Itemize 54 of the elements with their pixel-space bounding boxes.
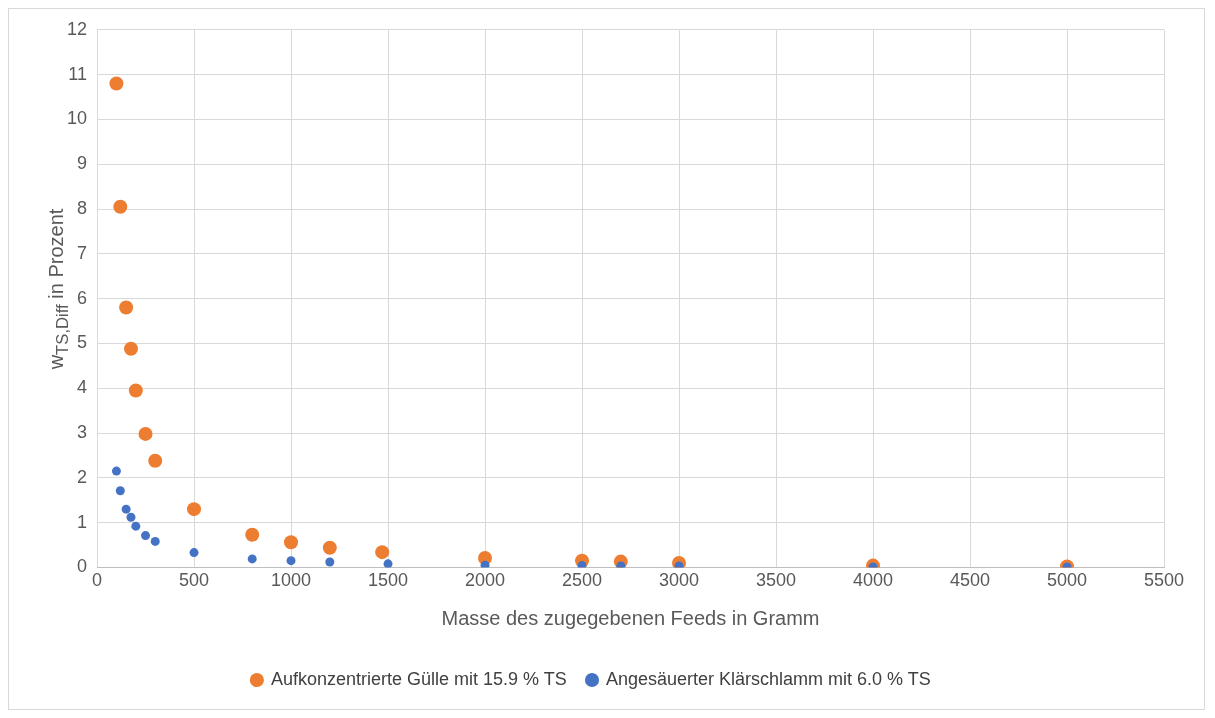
point [119, 300, 134, 315]
y-tick-label: 1 [77, 511, 88, 532]
legend-label: Aufkonzentrierte Gülle mit 15.9 % TS [270, 668, 567, 689]
point [375, 545, 390, 560]
point [123, 341, 138, 356]
point [150, 536, 160, 546]
y-tick-label: 2 [77, 466, 88, 487]
point [245, 527, 260, 542]
legend-label: Angesäuerter Klärschlamm mit 6.0 % TS [606, 668, 931, 689]
point [115, 486, 125, 496]
x-tick-label: 4500 [949, 570, 991, 591]
point [141, 531, 151, 541]
point [187, 502, 202, 517]
y-tick-label: 0 [77, 556, 88, 577]
y-tick-label: 6 [77, 287, 88, 308]
point [138, 426, 153, 441]
point [674, 561, 684, 568]
y-tick-label: 5 [77, 332, 88, 353]
point [480, 560, 490, 568]
y-tick-label: 10 [66, 108, 88, 129]
x-tick-label: 5000 [1046, 570, 1088, 591]
x-tick-label: 3000 [658, 570, 700, 591]
point [286, 556, 296, 566]
point [383, 559, 393, 568]
point [131, 521, 141, 531]
x-tick-label: 1000 [270, 570, 312, 591]
point [189, 548, 199, 558]
x-tick-label: 5500 [1143, 570, 1185, 591]
point [322, 540, 337, 555]
y-tick-label: 9 [77, 153, 88, 174]
x-tick-label: 2500 [561, 570, 603, 591]
point [126, 512, 136, 522]
x-tick-label: 1500 [367, 570, 409, 591]
point [109, 76, 124, 91]
point [113, 199, 128, 214]
x-tick-label: 3500 [755, 570, 797, 591]
x-tick-label: 0 [92, 570, 103, 591]
x-tick-label: 500 [179, 570, 210, 591]
point [284, 535, 299, 550]
y-tick-label: 4 [77, 377, 88, 398]
point [111, 466, 121, 476]
x-axis-title: Masse des zugegebenen Feeds in Gramm [441, 606, 820, 629]
x-tick-label: 4000 [852, 570, 894, 591]
y-tick-label: 3 [77, 421, 88, 442]
x-tick-label: 2000 [464, 570, 506, 591]
y-tick-label: 12 [66, 18, 88, 39]
point [121, 504, 131, 514]
point [247, 554, 257, 564]
point [128, 383, 143, 398]
point [148, 453, 163, 468]
y-tick-label: 7 [77, 242, 88, 263]
point [325, 557, 335, 567]
y-tick-label: 11 [68, 63, 88, 84]
y-tick-label: 8 [77, 197, 88, 218]
